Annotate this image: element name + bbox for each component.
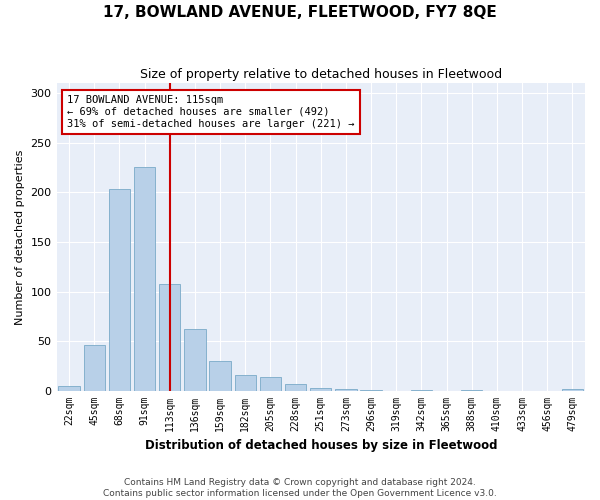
Text: Contains HM Land Registry data © Crown copyright and database right 2024.
Contai: Contains HM Land Registry data © Crown c… [103,478,497,498]
Y-axis label: Number of detached properties: Number of detached properties [15,150,25,324]
Bar [310,388,331,391]
Title: Size of property relative to detached houses in Fleetwood: Size of property relative to detached ho… [140,68,502,80]
Bar [562,389,583,391]
Bar [83,346,105,391]
Text: 17 BOWLAND AVENUE: 115sqm
← 69% of detached houses are smaller (492)
31% of semi: 17 BOWLAND AVENUE: 115sqm ← 69% of detac… [67,96,355,128]
Bar [260,377,281,391]
Bar [109,190,130,391]
Bar [184,330,206,391]
Bar [209,361,231,391]
Bar [235,375,256,391]
Bar [411,390,432,391]
Bar [335,389,356,391]
Text: 17, BOWLAND AVENUE, FLEETWOOD, FY7 8QE: 17, BOWLAND AVENUE, FLEETWOOD, FY7 8QE [103,5,497,20]
Bar [58,386,80,391]
Bar [361,390,382,391]
Bar [285,384,307,391]
X-axis label: Distribution of detached houses by size in Fleetwood: Distribution of detached houses by size … [145,440,497,452]
Bar [134,166,155,391]
Bar [461,390,482,391]
Bar [159,284,181,391]
